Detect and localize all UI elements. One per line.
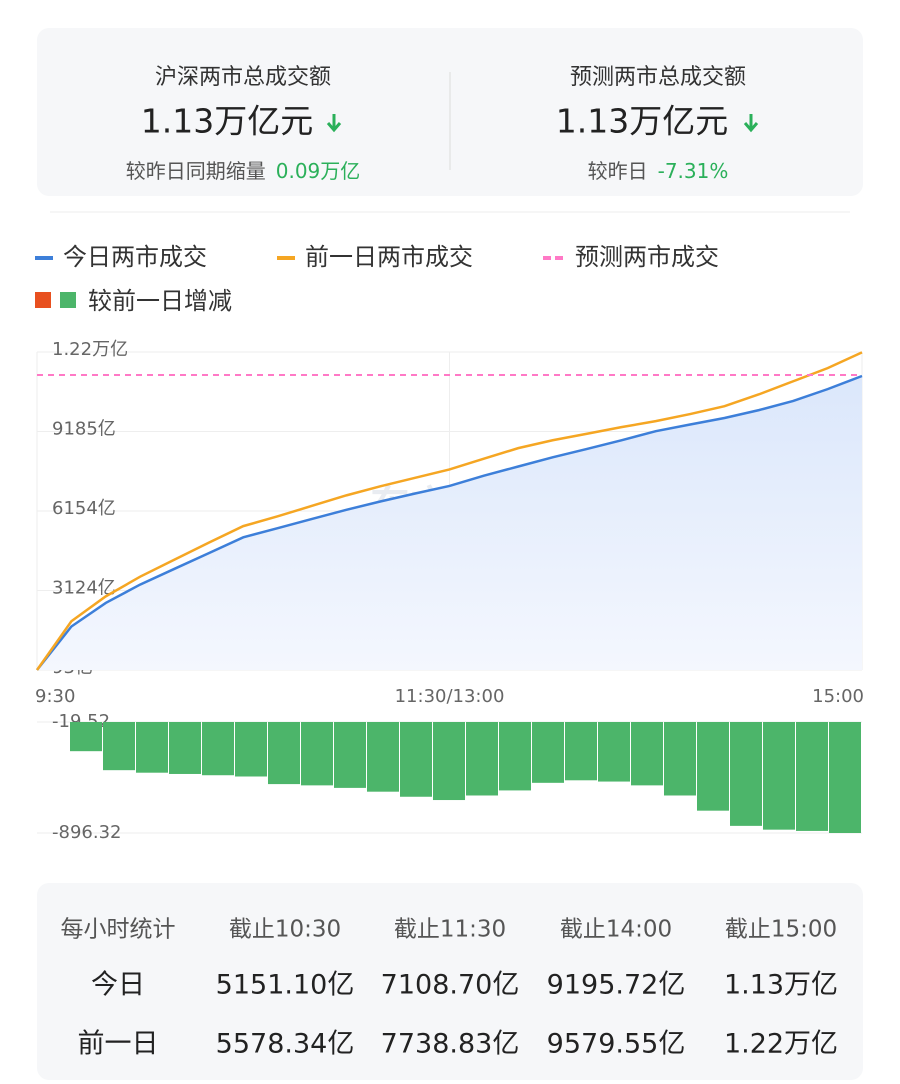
down-arrow bbox=[743, 114, 759, 133]
summary-value: 1.13万亿元 bbox=[556, 102, 728, 141]
y-tick-label: 9185亿 bbox=[52, 418, 116, 439]
summary-value: 1.13万亿元 bbox=[141, 102, 313, 141]
summary-title: 沪深两市总成交额 bbox=[155, 65, 331, 90]
x-tick-label: 15:00 bbox=[812, 686, 864, 707]
legend-swatch bbox=[35, 292, 51, 308]
y-tick-label: 6154亿 bbox=[52, 498, 116, 519]
legend-swatch bbox=[60, 292, 76, 308]
bar bbox=[829, 722, 861, 833]
x-tick-label: 9:30 bbox=[35, 686, 75, 707]
table-header: 截止10:30 bbox=[229, 917, 341, 943]
table-header: 每小时统计 bbox=[61, 917, 176, 943]
table-cell: 9195.72亿 bbox=[547, 970, 686, 1001]
table-header: 截止11:30 bbox=[394, 917, 506, 943]
legend-label: 较前一日增减 bbox=[88, 287, 232, 315]
table-cell: 7108.70亿 bbox=[381, 970, 520, 1001]
y-tick-label: 1.22万亿 bbox=[52, 339, 128, 360]
bar bbox=[334, 722, 366, 788]
legend-label: 前一日两市成交 bbox=[305, 243, 473, 271]
table-header: 截止15:00 bbox=[725, 917, 837, 943]
bar bbox=[697, 722, 729, 811]
bar bbox=[532, 722, 564, 783]
bar bbox=[763, 722, 795, 830]
table-cell: 今日 bbox=[91, 970, 145, 1001]
table-cell: 1.22万亿 bbox=[724, 1029, 838, 1060]
table-cell: 5151.10亿 bbox=[216, 970, 355, 1001]
bar bbox=[103, 722, 135, 771]
bar bbox=[796, 722, 828, 831]
compare-value: 0.09万亿 bbox=[276, 159, 361, 183]
bar bbox=[367, 722, 399, 792]
table-cell: 7738.83亿 bbox=[381, 1029, 520, 1060]
table-cell: 前一日 bbox=[78, 1029, 159, 1060]
compare-label: 较昨日同期缩量 bbox=[126, 159, 266, 183]
bar bbox=[664, 722, 696, 796]
bar bbox=[70, 722, 102, 752]
bar bbox=[268, 722, 300, 785]
area bbox=[37, 376, 862, 670]
compare-value: -7.31% bbox=[658, 159, 729, 183]
x-tick-label: 11:30/13:00 bbox=[395, 686, 505, 707]
bar bbox=[400, 722, 432, 797]
table-cell: 5578.34亿 bbox=[216, 1029, 355, 1060]
bar bbox=[169, 722, 201, 774]
summary-compare: 较昨日 -7.31% bbox=[588, 159, 729, 183]
summary-title: 预测两市总成交额 bbox=[570, 65, 746, 90]
line bbox=[35, 351, 863, 671]
summary-compare: 较昨日同期缩量 0.09万亿 bbox=[126, 159, 361, 183]
bar bbox=[136, 722, 168, 773]
table-header: 截止14:00 bbox=[560, 917, 672, 943]
bar bbox=[565, 722, 597, 781]
y-tick-label: -896.32 bbox=[52, 822, 121, 843]
legend-label: 今日两市成交 bbox=[63, 243, 207, 271]
y-tick-label: 3124亿 bbox=[52, 577, 116, 598]
table-cell: 9579.55亿 bbox=[547, 1029, 686, 1060]
bar bbox=[433, 722, 465, 801]
bar bbox=[301, 722, 333, 786]
bar bbox=[598, 722, 630, 782]
down-arrow bbox=[326, 114, 342, 133]
line bbox=[36, 374, 863, 671]
bar bbox=[466, 722, 498, 796]
table-card bbox=[37, 883, 863, 1080]
bar bbox=[631, 722, 663, 786]
table-cell: 1.13万亿 bbox=[724, 970, 838, 1001]
bar bbox=[730, 722, 762, 826]
legend-label: 预测两市成交 bbox=[575, 243, 719, 271]
compare-label: 较昨日 bbox=[588, 159, 648, 183]
bar bbox=[202, 722, 234, 776]
bar bbox=[499, 722, 531, 791]
bar bbox=[235, 722, 267, 777]
